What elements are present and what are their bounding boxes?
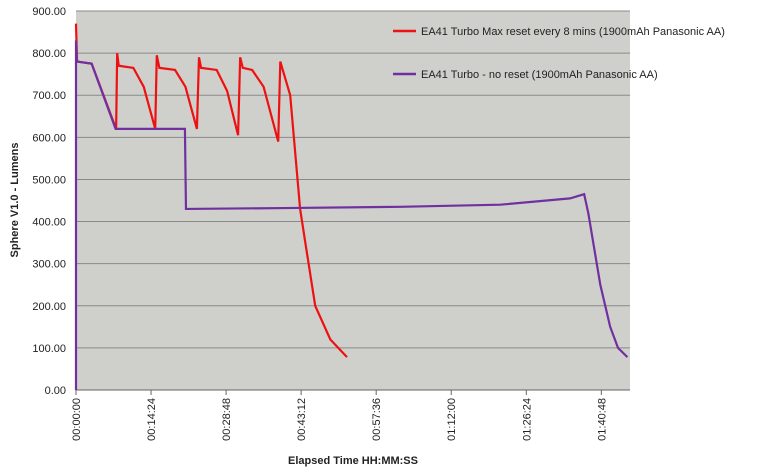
legend-label: EA41 Turbo Max reset every 8 mins (1900m… (421, 26, 725, 38)
x-tick-label: 00:14:24 (146, 398, 158, 441)
y-tick-label: 300.00 (32, 259, 66, 271)
legend-label: EA41 Turbo - no reset (1900mAh Panasonic… (421, 69, 658, 81)
x-tick-label: 00:28:48 (221, 398, 233, 441)
y-tick-label: 0.00 (45, 385, 66, 397)
y-tick-label: 400.00 (32, 217, 66, 229)
y-tick-label: 100.00 (32, 343, 66, 355)
x-axis-title: Elapsed Time HH:MM:SS (288, 455, 418, 467)
series-line (74, 23, 348, 358)
x-tick-label: 01:26:24 (521, 398, 533, 441)
y-tick-label: 800.00 (32, 48, 66, 60)
y-tick-label: 500.00 (32, 174, 66, 186)
y-tick-label: 200.00 (32, 301, 66, 313)
y-axis-title: Sphere V1.0 - Lumens (9, 143, 21, 258)
series-line (74, 40, 629, 390)
x-tick-label: 00:57:36 (371, 398, 383, 441)
y-tick-label: 600.00 (32, 132, 66, 144)
y-tick-label: 700.00 (32, 90, 66, 102)
x-tick-label: 01:12:00 (446, 398, 458, 441)
y-tick-label: 900.00 (32, 6, 66, 18)
x-tick-label: 00:43:12 (296, 398, 308, 441)
x-tick-label: 01:40:48 (596, 398, 608, 441)
x-tick-label: 00:00:00 (71, 398, 83, 441)
